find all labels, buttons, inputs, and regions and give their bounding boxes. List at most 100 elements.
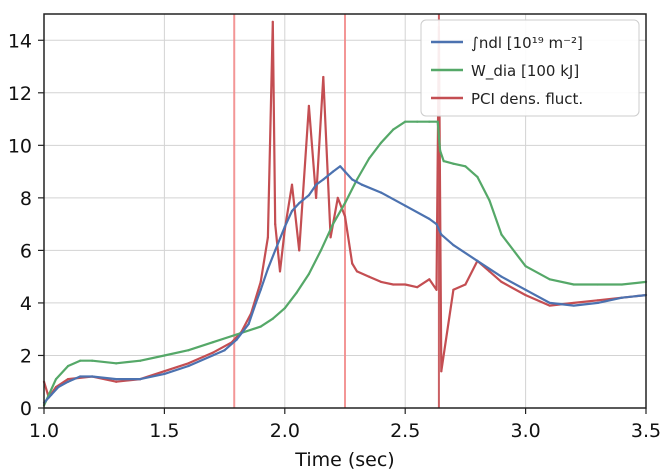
x-tick-label: 3.5	[631, 420, 661, 442]
series-point-2	[315, 196, 318, 199]
series-point-2	[548, 304, 551, 307]
series-point-1	[91, 359, 94, 362]
series-point-1	[488, 199, 491, 202]
series-point-1	[596, 283, 599, 286]
series-point-0	[79, 375, 82, 378]
series-point-0	[247, 322, 250, 326]
series-point-2	[115, 380, 118, 383]
series-point-0	[259, 288, 262, 291]
x-tick-label: 3.0	[510, 420, 540, 442]
series-point-1	[380, 141, 383, 144]
series-point-2	[596, 299, 599, 302]
series-point-1	[524, 265, 527, 268]
series-point-1	[500, 233, 503, 236]
series-point-1	[404, 120, 407, 123]
series-point-2	[163, 370, 166, 373]
series-point-2	[416, 286, 419, 289]
y-tick-label: 2	[20, 345, 32, 367]
series-point-0	[211, 354, 214, 357]
legend: ∫ndl [10¹⁹ m⁻²] W_dia [100 kJ] PCI dens. f…	[420, 19, 640, 117]
series-point-2	[351, 262, 354, 265]
series-point-2	[187, 362, 190, 365]
series-point-2	[329, 236, 332, 239]
y-tick-label: 8	[20, 188, 32, 210]
series-point-1	[428, 120, 431, 123]
y-tick-label: 4	[20, 293, 32, 315]
series-point-1	[464, 165, 467, 168]
x-axis-title: Time (sec)	[294, 449, 394, 471]
series-point-1	[187, 349, 190, 352]
series-point-1	[115, 362, 118, 365]
series-point-2	[355, 270, 359, 273]
series-point-0	[66, 380, 70, 383]
series-point-2	[367, 275, 371, 278]
series-point-0	[476, 259, 479, 263]
series-point-0	[331, 170, 335, 173]
series-point-0	[351, 178, 354, 181]
series-point-1	[283, 307, 286, 310]
x-tick-label: 1.0	[29, 420, 59, 442]
series-point-0	[163, 372, 166, 375]
series-point-1	[295, 291, 298, 294]
series-point-0	[235, 338, 238, 341]
series-point-2	[322, 75, 325, 79]
series-point-1	[307, 272, 310, 276]
x-tick-label: 2.5	[390, 420, 420, 442]
series-point-1	[235, 333, 238, 336]
series-point-2	[66, 378, 70, 381]
series-point-1	[211, 341, 214, 344]
series-line-1	[42, 120, 647, 406]
series-group	[42, 20, 648, 407]
legend-label-2: PCI dens. fluct.	[471, 90, 583, 108]
series-point-0	[274, 249, 277, 252]
series-point-1	[548, 278, 551, 281]
series-point-0	[307, 194, 310, 197]
series-point-1	[452, 162, 455, 165]
series-point-0	[50, 393, 53, 396]
series-point-0	[115, 378, 118, 381]
x-tick-label: 2.0	[270, 420, 300, 442]
series-point-0	[428, 217, 431, 220]
y-tick-label: 14	[8, 30, 32, 52]
series-point-0	[548, 301, 551, 305]
series-point-1	[355, 178, 359, 181]
series-point-1	[439, 149, 442, 152]
series-point-0	[315, 183, 318, 186]
x-axis: 1.0 1.5 2.0 2.5 3.0 3.5	[29, 408, 661, 442]
series-point-0	[254, 301, 258, 305]
series-point-2	[572, 301, 575, 305]
series-point-2	[524, 293, 527, 297]
series-point-1	[331, 223, 335, 226]
series-point-0	[500, 275, 503, 278]
series-point-2	[464, 283, 467, 286]
series-point-0	[298, 202, 301, 205]
series-point-2	[435, 288, 438, 291]
series-point-1	[319, 249, 323, 252]
series-point-1	[139, 359, 142, 362]
series-point-0	[139, 378, 142, 381]
series-point-2	[404, 283, 407, 286]
y-tick-label: 10	[8, 135, 32, 157]
series-point-2	[452, 288, 455, 291]
series-point-2	[500, 280, 503, 284]
series-point-0	[380, 191, 383, 194]
series-point-0	[290, 209, 294, 213]
legend-label-1: W_dia [100 kJ]	[471, 62, 579, 81]
series-point-1	[54, 378, 58, 381]
series-point-0	[223, 349, 226, 352]
series-point-2	[380, 280, 383, 284]
series-point-1	[392, 128, 395, 131]
series-point-1	[79, 359, 82, 362]
series-point-2	[259, 280, 262, 284]
series-point-1	[442, 159, 445, 163]
series-point-0	[283, 225, 286, 228]
series-point-0	[524, 288, 527, 291]
series-point-0	[435, 223, 438, 226]
series-point-1	[163, 354, 166, 357]
series-point-0	[339, 165, 342, 168]
series-point-2	[488, 270, 491, 273]
series-point-1	[66, 364, 70, 368]
series-point-2	[271, 20, 274, 23]
series-point-2	[278, 270, 282, 273]
